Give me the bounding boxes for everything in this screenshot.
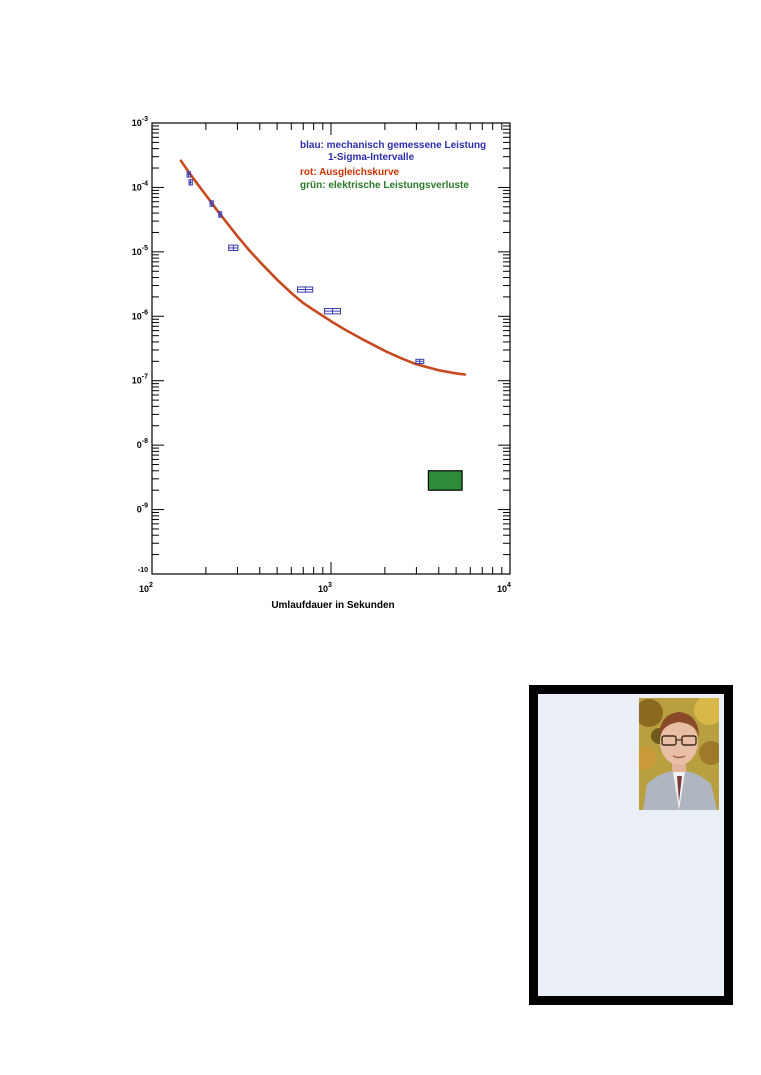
author-portrait (639, 698, 719, 810)
fit-curve (179, 159, 467, 376)
chart-legend: blau: mechanisch gemessene Leistung1-Sig… (300, 140, 486, 191)
y-tick-labels: 10-3 10-4 10-5 10-6 10-7 0-8 0-9 -10 (132, 116, 148, 574)
legend-entry: rot: Ausgleichskurve (300, 167, 400, 178)
electrical-loss-layer (427, 470, 463, 491)
legend-entry: 1-Sigma-Intervalle (328, 152, 415, 163)
y-tick-label: 10-5 (132, 245, 148, 257)
minor-ticks (151, 123, 510, 575)
x-axis-label: Umlaufdauer in Sekunden (271, 600, 394, 611)
legend-entry: blau: mechanisch gemessene Leistung (300, 140, 486, 151)
fit-curve-layer (179, 159, 467, 376)
legend-entry: grün: elektrische Leistungsverluste (300, 180, 469, 191)
measured-point (188, 179, 193, 186)
y-tick-label: 10-4 (132, 180, 148, 192)
y-tick-label: 10-3 (132, 116, 148, 128)
x-tick-label: 103 (318, 582, 332, 594)
x-tick-labels: 102 103 104 (139, 582, 511, 594)
measured-point (186, 171, 191, 178)
y-tick-label: 0-9 (137, 503, 148, 515)
measured-point (324, 308, 342, 315)
y-tick-label: 10-7 (132, 374, 148, 386)
electrical-loss-box (427, 470, 463, 491)
measured-point (297, 286, 314, 293)
x-tick-label: 102 (139, 582, 153, 594)
y-tick-label: -10 (138, 567, 148, 574)
author-sidebar-panel (538, 694, 724, 996)
chart: 10-310-410-510-610-70-80-9-10 102 103 104 … (132, 116, 511, 611)
x-tick-label: 104 (497, 582, 511, 594)
measured-point (218, 211, 223, 218)
measured-point (209, 200, 214, 207)
y-tick-label: 10-6 (132, 309, 148, 321)
measured-point (228, 244, 239, 251)
measured-points-layer (186, 171, 425, 365)
y-tick-label: 0-8 (137, 438, 148, 450)
measured-point (415, 358, 425, 365)
author-sidebar-frame (529, 685, 733, 1005)
